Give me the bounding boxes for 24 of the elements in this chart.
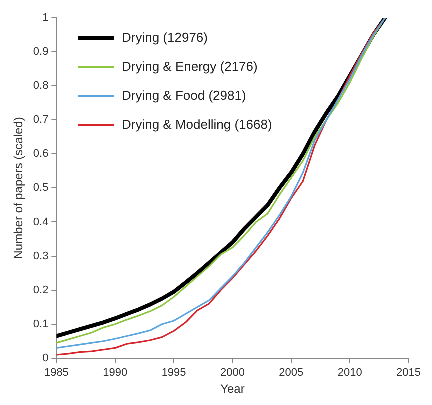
x-tick-label: 1995 — [162, 367, 186, 380]
x-tick-label: 1985 — [44, 367, 69, 380]
y-tick-label: 0.2 — [33, 284, 49, 296]
x-axis-title: Year — [220, 382, 245, 396]
y-tick-label: 0.4 — [33, 216, 49, 228]
x-tick-label: 1990 — [103, 367, 128, 380]
y-tick-label: 0.6 — [33, 148, 49, 160]
y-tick-label: 0.5 — [33, 182, 49, 194]
legend-label: Drying & Modelling (1668) — [122, 117, 272, 132]
y-tick-label: 1 — [42, 12, 49, 24]
y-tick-label: 0.8 — [33, 80, 49, 92]
x-tick-label: 2015 — [396, 367, 422, 380]
y-axis-title: Number of papers (scaled) — [12, 117, 26, 260]
legend-label: Drying & Energy (2176) — [122, 59, 258, 74]
y-tick-label: 0.3 — [33, 250, 49, 262]
x-tick-label: 2010 — [338, 367, 362, 380]
y-tick-label: 0 — [42, 352, 49, 364]
y-tick-label: 0.7 — [33, 114, 49, 126]
x-tick-label: 2005 — [279, 367, 304, 380]
legend-label: Drying (12976) — [122, 30, 208, 45]
x-tick-label: 2000 — [220, 367, 245, 380]
y-tick-label: 0.1 — [33, 318, 49, 330]
y-tick-label: 0.9 — [33, 46, 49, 58]
legend-label: Drying & Food (2981) — [122, 88, 246, 103]
